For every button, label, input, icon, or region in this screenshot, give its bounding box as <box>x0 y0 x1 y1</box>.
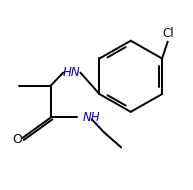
Text: HN: HN <box>63 66 81 79</box>
Text: NH: NH <box>83 111 101 124</box>
Text: Cl: Cl <box>162 27 174 40</box>
Text: O: O <box>13 133 23 146</box>
